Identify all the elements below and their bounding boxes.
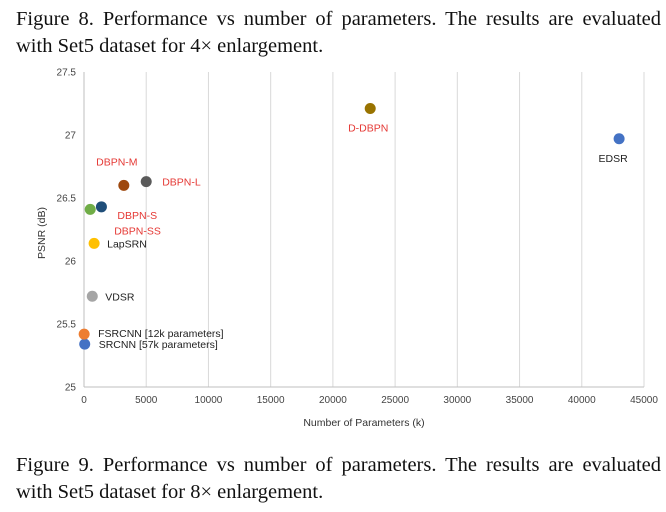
x-tick-label: 40000 [568,395,596,406]
chart-point-labels: SRCNN [57k parameters]FSRCNN [12k parame… [96,123,628,352]
data-label-srcnn: SRCNN [57k parameters] [99,339,218,351]
data-label-lapsrn: LapSRN [107,238,147,250]
x-axis-title: Number of Parameters (k) [303,417,424,429]
data-label-fsrcnn: FSRCNN [12k parameters] [98,328,224,340]
y-tick-label: 27 [65,131,77,142]
chart-axes: 0 5000 10000 15000 20000 25000 30000 35000 40000… [57,68,659,407]
figure-8-caption: Figure 8. Performance vs number of param… [16,8,661,57]
data-point-d-dbpn [364,103,376,115]
data-point-edsr [613,133,625,145]
x-tick-label: 15000 [257,395,285,406]
data-point-dbpn-m [118,179,130,191]
data-point-dbpn-s [95,201,107,213]
x-tick-label: 0 [81,395,87,406]
chart-grid [145,72,645,387]
data-point-fsrcnn [78,328,90,340]
x-tick-label: 25000 [381,395,409,406]
y-axis-title: PSNR (dB) [36,207,48,259]
x-tick-label: 30000 [443,395,471,406]
x-tick-label: 10000 [195,395,223,406]
data-point-dbpn-l [140,176,152,188]
figure-9-caption: Figure 9. Performance vs number of param… [16,454,661,503]
x-tick-label: 5000 [135,395,158,406]
data-label-edsr: EDSR [599,153,629,165]
data-label-dbpn-ss: DBPN-SS [114,225,161,237]
data-point-srcnn [79,338,91,350]
y-tick-label: 26 [65,257,77,268]
x-tick-label: 45000 [630,395,658,406]
y-tick-label: 25.5 [57,320,77,331]
data-point-lapsrn [88,237,100,249]
y-tick-label: 26.5 [57,194,77,205]
data-label-dbpn-l: DBPN-L [162,177,201,189]
data-label-d-dbpn: D-DBPN [348,123,388,135]
data-point-dbpn-ss [84,203,96,215]
chart-points [78,103,625,350]
x-tick-label: 35000 [506,395,534,406]
data-label-dbpn-m: DBPN-M [96,156,137,168]
x-tick-label: 20000 [319,395,347,406]
data-point-vdsr [86,290,98,302]
data-label-dbpn-s: DBPN-S [117,210,157,222]
y-tick-label: 27.5 [57,68,77,79]
y-tick-label: 25 [65,383,77,394]
data-label-vdsr: VDSR [105,291,135,303]
